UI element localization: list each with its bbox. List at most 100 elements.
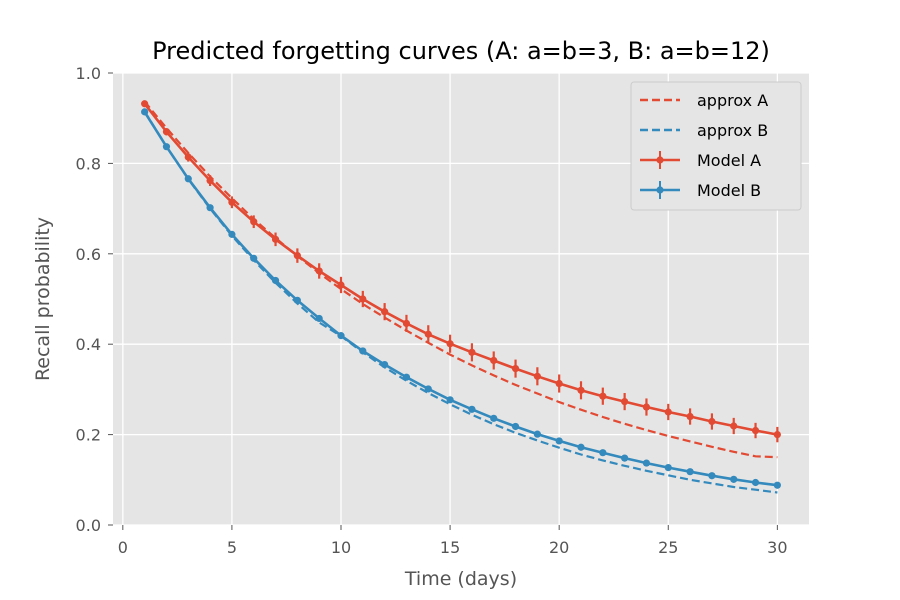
point-model-a (228, 198, 236, 206)
legend-label: approx B (697, 121, 768, 140)
point-model-a (402, 319, 411, 328)
point-model-a (642, 403, 651, 411)
point-model-b (337, 332, 345, 340)
point-model-a (511, 365, 520, 373)
point-model-b (555, 437, 563, 445)
line-model-b (143, 111, 778, 487)
y-tick-label: 0.2 (76, 426, 101, 445)
point-model-a (533, 372, 541, 380)
x-tick-label: 15 (440, 538, 460, 557)
point-model-a (468, 348, 476, 356)
grid-lines (113, 72, 809, 526)
x-tick-label: 30 (767, 538, 787, 557)
point-model-b (621, 454, 629, 462)
legend-marker (656, 156, 664, 164)
point-model-a (337, 281, 345, 289)
point-model-a (773, 431, 781, 439)
point-model-a (730, 422, 738, 430)
point-model-b (184, 175, 192, 183)
point-model-a (206, 176, 214, 185)
chart-title: Predicted forgetting curves (A: a=b=3, B… (152, 37, 770, 65)
point-model-b (511, 422, 520, 431)
legend-box (630, 81, 802, 211)
point-model-a (162, 128, 171, 136)
point-model-a (446, 340, 454, 348)
point-model-a (708, 417, 716, 426)
point-model-b (206, 204, 214, 212)
point-model-b (250, 254, 258, 262)
x-tick-label: 25 (658, 538, 678, 557)
point-model-a (664, 408, 672, 416)
y-tick-label: 0.8 (76, 154, 101, 173)
point-model-a (381, 308, 389, 316)
point-model-a (490, 356, 498, 365)
point-model-b (293, 296, 301, 304)
point-model-b (359, 347, 367, 355)
point-model-a (293, 252, 301, 260)
point-model-a (599, 392, 607, 400)
legend-entry-model-a: Model A (640, 151, 761, 170)
point-model-b (468, 405, 476, 413)
point-model-a (250, 218, 258, 226)
point-model-a (751, 426, 760, 435)
point-model-a (184, 153, 192, 161)
series-model-a (141, 100, 781, 443)
point-model-b (642, 459, 651, 467)
point-model-b (490, 414, 498, 422)
point-model-b (599, 449, 607, 457)
y-tick-label: 1.0 (76, 64, 101, 83)
y-tick-label: 0.4 (76, 335, 101, 354)
y-tick-label: 0.0 (76, 516, 101, 535)
point-model-a (315, 267, 323, 275)
x-tick-label: 20 (549, 538, 569, 557)
point-model-b (315, 314, 323, 323)
point-model-a (621, 398, 629, 406)
point-model-b (141, 108, 149, 116)
x-tick-label: 10 (331, 538, 351, 557)
legend-entry-approx-a: approx A (640, 91, 768, 110)
series-model-b (141, 108, 781, 489)
point-model-b (162, 143, 171, 151)
point-model-b (751, 478, 760, 487)
point-model-b (228, 230, 236, 238)
legend-label: Model A (697, 151, 761, 170)
point-model-a (686, 412, 694, 421)
legend-label: approx A (697, 91, 768, 110)
point-model-a (271, 235, 280, 243)
point-model-a (359, 295, 367, 303)
point-model-b (402, 373, 411, 381)
point-model-a (424, 330, 432, 338)
point-model-b (424, 385, 432, 393)
legend-label: Model B (697, 181, 761, 200)
legend: approx A approx B Model A Model B (630, 81, 802, 211)
point-model-a (141, 100, 149, 108)
point-model-b (533, 430, 541, 438)
point-model-a (555, 379, 563, 388)
point-model-a (577, 386, 585, 394)
legend-marker (656, 186, 664, 194)
x-tick-label: 5 (227, 538, 237, 557)
series-layer (141, 100, 781, 494)
axis-ticks: 0 5 10 15 20 25 30 0.0 0.2 0.4 0.6 0.8 1.0 (76, 64, 788, 557)
legend-entry-approx-b: approx B (640, 121, 768, 140)
line-approx-b (143, 110, 778, 494)
point-model-b (730, 475, 738, 483)
point-model-b (446, 396, 454, 404)
y-axis-label: Recall probability (32, 217, 54, 381)
line-approx-a (143, 100, 778, 459)
line-model-a (143, 102, 778, 436)
point-model-b (664, 463, 672, 472)
point-model-b (708, 472, 716, 480)
y-tick-label: 0.6 (76, 245, 101, 264)
point-model-b (686, 468, 694, 476)
point-model-b (577, 443, 585, 451)
series-approx-a (143, 100, 778, 459)
point-model-b (271, 276, 280, 285)
point-model-b (381, 360, 389, 369)
x-tick-label: 0 (118, 538, 128, 557)
series-approx-b (143, 110, 778, 494)
x-axis-label: Time (days) (404, 568, 517, 590)
legend-entry-model-b: Model B (640, 181, 761, 200)
point-model-b (773, 481, 781, 489)
